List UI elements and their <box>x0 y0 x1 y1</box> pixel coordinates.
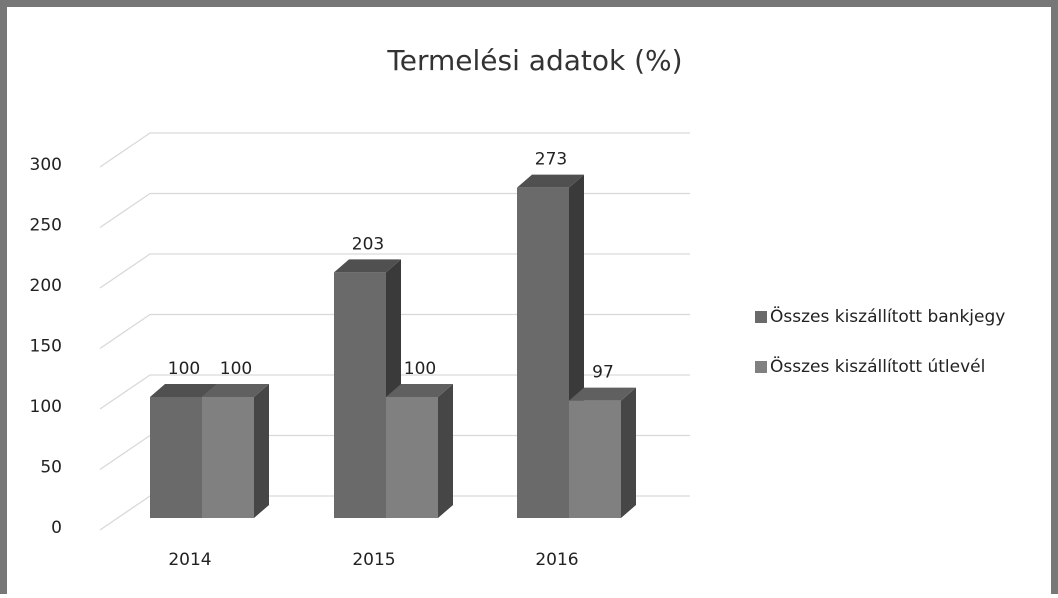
bar <box>386 384 453 518</box>
bar-front <box>334 272 386 518</box>
bar-top <box>517 174 584 188</box>
y-tick-label: 0 <box>51 518 62 538</box>
data-label: 100 <box>168 359 200 379</box>
x-tick-label: 2014 <box>168 550 211 570</box>
data-label: 100 <box>220 359 252 379</box>
bar-top <box>202 384 269 397</box>
bar-front <box>386 397 438 518</box>
y-tick-label: 150 <box>30 337 62 357</box>
x-tick-label: 2015 <box>352 550 395 570</box>
grid-line <box>99 132 690 168</box>
y-tick-label: 100 <box>30 397 62 417</box>
bar <box>569 387 636 518</box>
legend-label: Összes kiszállított bankjegy <box>770 305 1005 327</box>
grid-line <box>99 313 690 350</box>
bar-front <box>150 397 202 518</box>
grid-line <box>99 253 690 289</box>
x-tick-label: 2016 <box>535 550 578 570</box>
bar-side <box>621 387 636 518</box>
bar-front <box>517 187 569 519</box>
data-label: 100 <box>404 359 436 379</box>
bar-top <box>569 387 636 401</box>
bar-top <box>150 384 217 397</box>
legend-swatch <box>755 361 767 373</box>
bar-side <box>438 384 453 518</box>
legend-swatch <box>755 311 767 323</box>
legend-label: Összes kiszállított útlevél <box>770 355 985 377</box>
bar-top <box>386 384 453 397</box>
bar <box>517 174 584 519</box>
bar <box>202 384 269 518</box>
grid-line <box>99 374 690 410</box>
y-tick-label: 50 <box>40 458 62 478</box>
chart-title: Termelési adatok (%) <box>386 44 682 77</box>
grid-line <box>99 192 690 229</box>
bar-side <box>254 384 269 518</box>
data-label: 97 <box>592 363 614 383</box>
data-label: 273 <box>535 150 567 170</box>
bar-front <box>202 397 254 518</box>
data-label: 203 <box>352 234 384 254</box>
y-tick-label: 300 <box>30 155 62 175</box>
y-tick-label: 200 <box>30 276 62 296</box>
bar-top <box>334 259 401 273</box>
bar-front <box>569 400 621 518</box>
y-tick-label: 250 <box>30 216 62 236</box>
